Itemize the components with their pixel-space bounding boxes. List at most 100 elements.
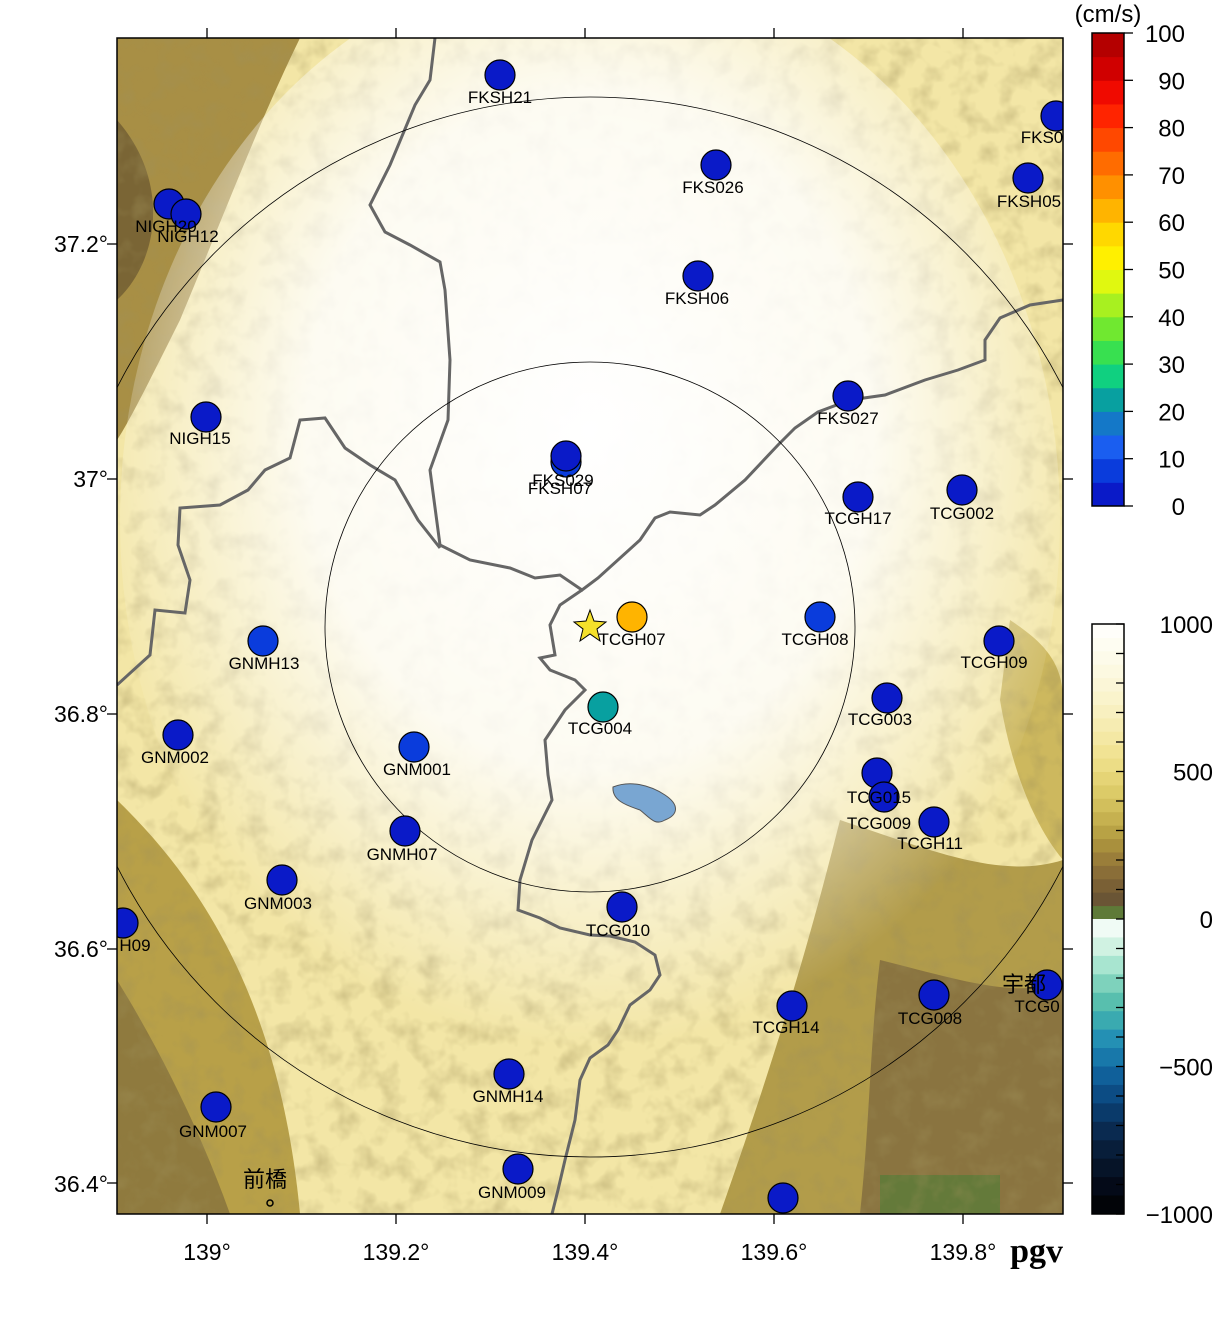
prefecture-borders: [117, 38, 1063, 1214]
pgv-colorbar-tick-label: 80: [1158, 116, 1185, 143]
station-label-nigh15: NIGH15: [169, 429, 230, 448]
station-label-tcg004: TCG004: [568, 719, 632, 738]
station-label-nigh12: NIGH12: [157, 227, 218, 246]
station-label-fksh05: FKSH05: [997, 192, 1061, 211]
station-marker-tcg003: [871, 682, 903, 714]
station-marker-tcg009: [868, 781, 900, 813]
pgv-colorbar-tick-label: 30: [1158, 352, 1185, 379]
elevation-colorbar-ticks: [1116, 623, 1124, 1215]
station-marker-tcg011: [767, 1182, 799, 1214]
station-marker-tcg008: [918, 979, 950, 1011]
city-label-maebashi: 前橋: [243, 1168, 287, 1193]
station-marker-tcg010: [606, 891, 638, 923]
pgv-colorbar-tick-label: 60: [1158, 210, 1185, 237]
x-tick-label: 139°: [183, 1239, 231, 1265]
station-marker-gnm001: [398, 731, 430, 763]
station-label-fks027: FKS027: [817, 409, 878, 428]
station-marker-gnm003: [266, 864, 298, 896]
station-marker-nigh15: [190, 401, 222, 433]
pgv-colorbar-blocks: [1092, 33, 1124, 507]
y-tick-label: 37°: [73, 466, 108, 492]
pgv-colorbar-tick-label: 10: [1158, 447, 1185, 474]
map-frame: [116, 37, 1064, 1215]
pgv-colorbar-tick-label: 40: [1158, 305, 1185, 332]
elevation-colorbar-tick-label: 0: [1200, 907, 1213, 934]
station-label-tcgh09: TCGH09: [960, 653, 1027, 672]
station-label-tcgh11: TCGH11: [897, 834, 963, 853]
y-tick-label: 37.2°: [54, 231, 108, 257]
station-marker-fks027: [832, 380, 864, 412]
station-marker-fksh21: [484, 59, 516, 91]
station-marker-gnmh07: [389, 815, 421, 847]
station-label-fksh07: FKSH07: [528, 479, 592, 498]
station-marker-gnm007: [200, 1091, 232, 1123]
pgv-colorbar-tick-label: 20: [1158, 399, 1185, 426]
station-label-tcg015: TCG015: [847, 788, 911, 807]
elevation-colorbar-tick-label: 1000: [1160, 612, 1213, 639]
station-label-gnmh13: GNMH13: [229, 654, 300, 673]
x-axis-labels: 139° 139.2° 139.4° 139.6° 139.8°: [183, 1239, 996, 1265]
frame-ticks: [107, 28, 1073, 1224]
y-tick-label: 36.4°: [54, 1171, 108, 1197]
x-tick-label: 139.6°: [741, 1239, 808, 1265]
pgv-colorbar-tick-label: 70: [1158, 163, 1185, 190]
station-label-gnm002: GNM002: [141, 748, 209, 767]
epicenter-star-icon: [572, 608, 608, 643]
station-label-nigh20: NIGH20: [135, 217, 196, 236]
station-label-tcg008: TCG008: [898, 1009, 962, 1028]
station-label-gnmh14: GNMH14: [473, 1087, 544, 1106]
station-label-gnm003: GNM003: [244, 894, 312, 913]
station-label-tcg011: TCG011: [753, 1211, 816, 1230]
station-label-tcg009: TCG009: [847, 814, 911, 833]
station-marker-gnmh13: [247, 625, 279, 657]
station-label-fksh06: FKSH06: [665, 289, 729, 308]
station-marker-gnm002: [162, 719, 194, 751]
station-marker-tcg002: [946, 474, 978, 506]
elevation-colorbar-tick-label: −500: [1159, 1055, 1213, 1082]
pgv-colorbar-tick-label: 90: [1158, 68, 1185, 95]
pgv-colorbar-tick-label: 50: [1158, 258, 1185, 285]
y-tick-label: 36.6°: [54, 936, 108, 962]
station-label-tcg010: TCG010: [586, 921, 650, 940]
x-tick-label: 139.4°: [552, 1239, 619, 1265]
station-label-fks0: FKS0: [1021, 128, 1064, 147]
station-label-tcg003: TCG003: [848, 710, 912, 729]
station-marker-tcgh14: [776, 990, 808, 1022]
station-label-h09: H09: [119, 936, 150, 955]
station-label-gnm007: GNM007: [179, 1122, 247, 1141]
station-label-gnm009: GNM009: [478, 1183, 546, 1202]
station-marker-fksh07: [550, 440, 582, 472]
station-label-tcg002: TCG002: [930, 504, 994, 523]
x-tick-label: 139.2°: [363, 1239, 430, 1265]
station-marker-tcgh08: [804, 601, 836, 633]
pgv-colorbar-unit: (cm/s): [1075, 1, 1142, 28]
pgv-colorbar-ticks: [1124, 32, 1133, 507]
station-marker-fksh06: [682, 260, 714, 292]
station-label-tcgh17: TCGH17: [824, 509, 891, 528]
y-tick-label: 36.8°: [54, 701, 108, 727]
pgv-colorbar-tick-label: 0: [1172, 494, 1185, 521]
station-label-tcgh07: TCGH07: [598, 630, 665, 649]
pgv-colorbar-tick-label: 100: [1145, 21, 1185, 48]
station-label-gnm001: GNM001: [383, 760, 451, 779]
station-marker-tcg0: [1031, 969, 1063, 1001]
elevation-colorbar: 1000 500 0 −500 −1000: [1091, 612, 1213, 1229]
station-marker-nigh12: [170, 198, 202, 230]
station-marker-fksh05: [1012, 162, 1044, 194]
outer-distance-circle: [117, 96, 1063, 1158]
station-marker-gnmh14: [493, 1058, 525, 1090]
station-marker-tcgh17: [842, 481, 874, 513]
y-axis-labels: 37.2° 37° 36.8° 36.6° 36.4°: [54, 231, 108, 1197]
elevation-colorbar-tick-label: −1000: [1146, 1202, 1213, 1229]
x-tick-label: 139.8°: [930, 1239, 997, 1265]
inner-distance-circle: [324, 361, 856, 893]
elevation-colorbar-labels: 1000 500 0 −500 −1000: [1146, 612, 1213, 1229]
panel-label-pgv: pgv: [1010, 1233, 1063, 1270]
station-label-tcgh14: TCGH14: [752, 1018, 819, 1037]
station-marker-tcgh07: [616, 601, 648, 633]
station-marker-gnm009: [502, 1153, 534, 1185]
